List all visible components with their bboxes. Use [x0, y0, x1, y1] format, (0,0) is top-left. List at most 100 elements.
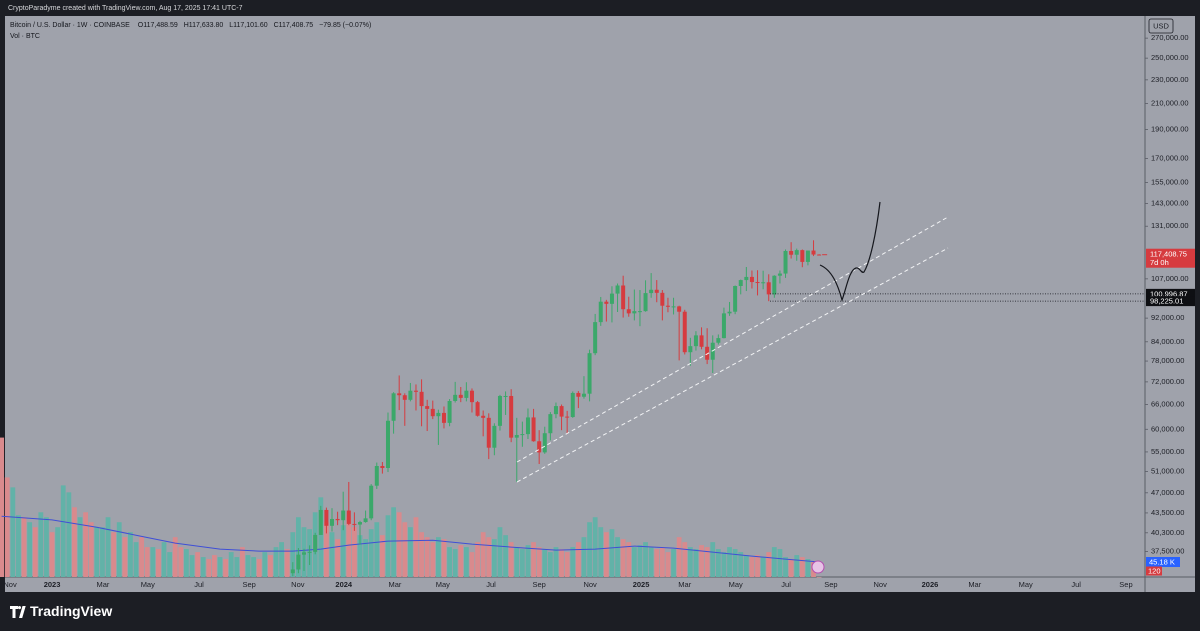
y-tick-label: 250,000.00 [1151, 53, 1189, 62]
volume-bar [295, 517, 301, 577]
candle-body [761, 282, 766, 284]
candle-body [301, 552, 306, 555]
x-tick-label: Jul [1071, 580, 1081, 589]
last-price-badge [1146, 248, 1195, 268]
currency: USD [1153, 21, 1169, 30]
candle-body [637, 311, 642, 313]
candle-body [497, 395, 502, 426]
volume-bar [671, 549, 676, 577]
candle-body [402, 395, 407, 400]
close: C117,408.75 [274, 22, 314, 29]
volume-ma-badge [1146, 557, 1180, 568]
volume-bar [413, 517, 419, 577]
candle-body [699, 335, 704, 347]
volume-bar [49, 532, 55, 577]
volume-pane [0, 437, 822, 578]
candle-body [492, 425, 497, 448]
currency-box [1148, 18, 1174, 34]
volume-bar [419, 532, 424, 577]
volume-ma [1, 515, 820, 563]
volume-bar [189, 555, 195, 577]
volume-bar [391, 507, 396, 577]
candle-body [817, 254, 822, 256]
candle-body [531, 417, 536, 442]
x-tick-label: Sep [242, 580, 255, 589]
level-badge [1146, 288, 1195, 299]
candle-body [654, 289, 659, 293]
volume-bar [351, 527, 357, 577]
volume-bar [626, 542, 632, 577]
level-badge [1146, 296, 1195, 307]
candle-body [318, 509, 323, 535]
candle-body [486, 417, 491, 448]
volume-bar [318, 497, 324, 577]
candle-body [509, 395, 514, 438]
axes: 270,000.00 250,000.00 230,000.00 210,000.00… [3, 33, 1195, 589]
candle-body [520, 434, 525, 436]
volume-bar [570, 547, 576, 577]
candle-body [805, 250, 810, 262]
volume-bar [245, 555, 251, 577]
x-tick-label: Mar [97, 580, 110, 589]
candle-body [469, 390, 474, 403]
candle-body [738, 280, 743, 286]
volume-legend: Vol · BTC [10, 33, 40, 40]
trendline [516, 216, 949, 463]
drawings [516, 201, 949, 574]
volume-bar [150, 547, 156, 577]
candle-body [542, 433, 547, 453]
volume-bar [44, 517, 49, 577]
candle-body [783, 250, 788, 274]
candle-body [447, 400, 452, 423]
volume-bar [447, 547, 452, 577]
candle-body [626, 309, 631, 314]
y-tick-label: 78,000.00 [1151, 356, 1184, 365]
candle-body [621, 285, 626, 310]
x-tick-label: May [141, 580, 155, 589]
candle-body [369, 485, 374, 519]
candle-body [374, 466, 379, 486]
volume-bar [234, 557, 240, 577]
y-tick-label: 143,000.00 [1151, 198, 1189, 207]
volume-bar [379, 535, 385, 577]
volume-bar [749, 557, 755, 577]
volume-bar [525, 545, 531, 577]
volume-bar [156, 549, 161, 577]
candle-body [744, 276, 749, 281]
volume-bar [144, 547, 150, 577]
volume-bar [615, 537, 620, 577]
volume-bar [491, 539, 497, 577]
volume-bar [531, 542, 536, 577]
y-tick-label: 230,000.00 [1151, 75, 1189, 84]
volume-bar [340, 525, 346, 577]
volume-bar [268, 555, 273, 577]
candle-body [397, 393, 402, 396]
candle-body [649, 289, 654, 294]
volume-bar [592, 517, 598, 577]
y-tick-label: 72,000.00 [1151, 377, 1184, 386]
volume-bar [727, 547, 732, 577]
volume-bar [251, 557, 257, 577]
volume-bar [133, 542, 139, 577]
volume-bar [335, 539, 340, 577]
volume-bar [458, 545, 464, 577]
volume-bar [262, 552, 268, 577]
volume-bar [60, 485, 66, 577]
volume-bar [693, 549, 699, 577]
volume-bar [4, 477, 10, 577]
y-tick-label: 170,000.00 [1151, 153, 1189, 162]
candle-body [548, 414, 553, 434]
volume-bar [290, 532, 296, 577]
x-tick-label: Sep [1119, 580, 1132, 589]
volume-bar [0, 437, 5, 577]
volume-bar [200, 557, 206, 577]
volume-bar [363, 539, 368, 577]
y-tick-label: 84,000.00 [1151, 337, 1184, 346]
volume-bar [77, 517, 83, 577]
candle-body [632, 311, 637, 314]
volume-bar [374, 522, 380, 577]
x-tick-label: May [1019, 580, 1033, 589]
volume-bar [542, 549, 548, 577]
